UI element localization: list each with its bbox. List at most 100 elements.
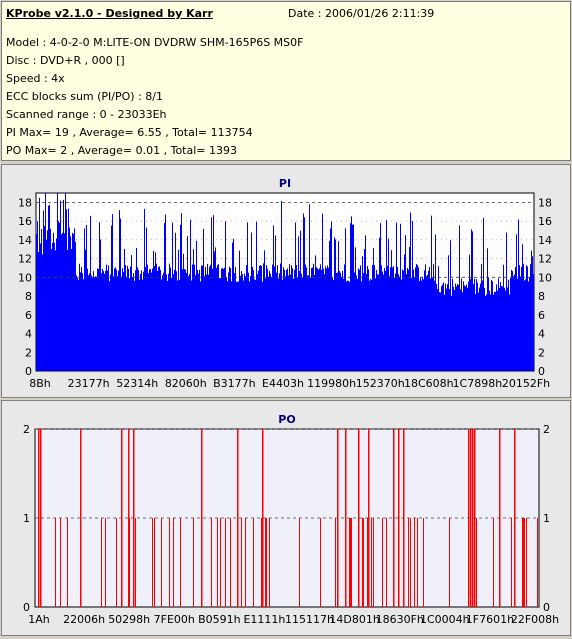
pi-bar (267, 268, 268, 371)
pi-bar (196, 240, 197, 371)
pi-bar (400, 223, 401, 371)
y-tick-label-right: 2 (543, 423, 550, 436)
x-tick-label: 22F008h (511, 613, 559, 626)
pi-bar (468, 281, 469, 371)
pi-bar (361, 281, 362, 371)
pi-bar (296, 264, 297, 371)
pi-bar (455, 283, 456, 371)
po-bar (493, 518, 494, 607)
pi-bar (289, 264, 290, 371)
pi-bar (91, 275, 92, 371)
pi-bar (182, 269, 183, 371)
po-bar (217, 518, 218, 607)
po-bar (105, 518, 106, 607)
po-bar (449, 518, 450, 607)
pi-bar (58, 221, 59, 371)
pi-bar (332, 276, 333, 371)
pi-bar (477, 282, 478, 371)
y-tick-label-left: 16 (18, 215, 32, 228)
pi-bar (408, 269, 409, 371)
po-bar (269, 518, 270, 607)
po-bar (116, 518, 117, 607)
pi-bar (316, 267, 317, 371)
pi-bar (295, 222, 296, 371)
pi-bar (445, 283, 446, 371)
pi-bar (73, 234, 74, 371)
pi-bar (515, 267, 516, 371)
pi-bar (87, 268, 88, 371)
pi-bar (154, 266, 155, 371)
pi-bar (103, 271, 104, 371)
pi-bar (434, 280, 435, 371)
pi-bar (105, 270, 106, 371)
pi-bar (458, 284, 459, 371)
pi-bar (401, 279, 402, 371)
pi-bar (411, 277, 412, 371)
pi-bar (248, 272, 249, 371)
pi-bar (509, 294, 510, 371)
pi-bar (186, 272, 187, 371)
pi-bar (380, 223, 381, 371)
pi-bar (140, 273, 141, 371)
po-bar (180, 518, 181, 607)
pi-bar (260, 265, 261, 371)
pi-bar (170, 267, 171, 371)
x-tick-label: 119980h (307, 377, 356, 390)
po-bar (358, 429, 360, 607)
pi-bar (278, 278, 279, 371)
pi-bar (358, 268, 359, 371)
pi-bar (510, 278, 511, 371)
pi-bar (286, 270, 287, 371)
pi-bar (357, 278, 358, 371)
pi-bar (223, 268, 224, 371)
pi-bar (258, 270, 259, 371)
pi-bar (333, 279, 334, 371)
po-bar (382, 518, 383, 607)
pi-bar (346, 281, 347, 371)
pi-bar (172, 222, 173, 371)
pi-bar (488, 278, 489, 371)
pi-bar (426, 275, 427, 371)
pi-bar (66, 209, 67, 371)
y-tick-label-left: 1 (23, 512, 30, 525)
pi-bar (61, 234, 62, 371)
y-tick-label-right: 18 (538, 196, 552, 209)
po-bar (253, 518, 254, 607)
pi-bar (230, 268, 231, 371)
pi-bar (149, 269, 150, 371)
pi-bar (71, 249, 72, 371)
pi-bar (508, 279, 509, 371)
po-bar (266, 518, 267, 607)
pi-bar (318, 269, 319, 371)
pi-bar (191, 280, 192, 371)
y-tick-label-right: 14 (538, 234, 552, 247)
po-chart-panel: PO 0 0 1 1 2 2 1Ah 22006h 50298h 7FE00h B0591h E1111… (1, 400, 571, 636)
y-tick-label-left: 2 (23, 423, 30, 436)
pi-bar (449, 289, 450, 371)
pi-bar (234, 273, 235, 371)
pi-bar (469, 254, 470, 371)
pi-bar (158, 267, 159, 371)
pi-bar (120, 218, 121, 371)
pi-bar (485, 295, 486, 371)
pi-bar (375, 278, 376, 371)
pi-bar (106, 264, 107, 371)
pi-bar (462, 292, 463, 371)
pi-bar (104, 273, 105, 371)
pi-bar (532, 256, 533, 371)
pi-bar (241, 271, 242, 371)
pi-bar (284, 269, 285, 371)
pi-bar (354, 272, 355, 371)
pi-bar (47, 230, 48, 371)
pi-bar (62, 232, 63, 371)
pi-bar (517, 278, 518, 371)
pi-bar (213, 215, 214, 371)
pi-bar (504, 287, 505, 371)
pi-bar (495, 291, 496, 371)
pi-bar (197, 269, 198, 371)
pi-bar (102, 268, 103, 371)
pi-bar (447, 284, 448, 371)
pi-bar (180, 224, 181, 371)
pi-bar (406, 274, 407, 371)
pi-bar (115, 267, 116, 371)
